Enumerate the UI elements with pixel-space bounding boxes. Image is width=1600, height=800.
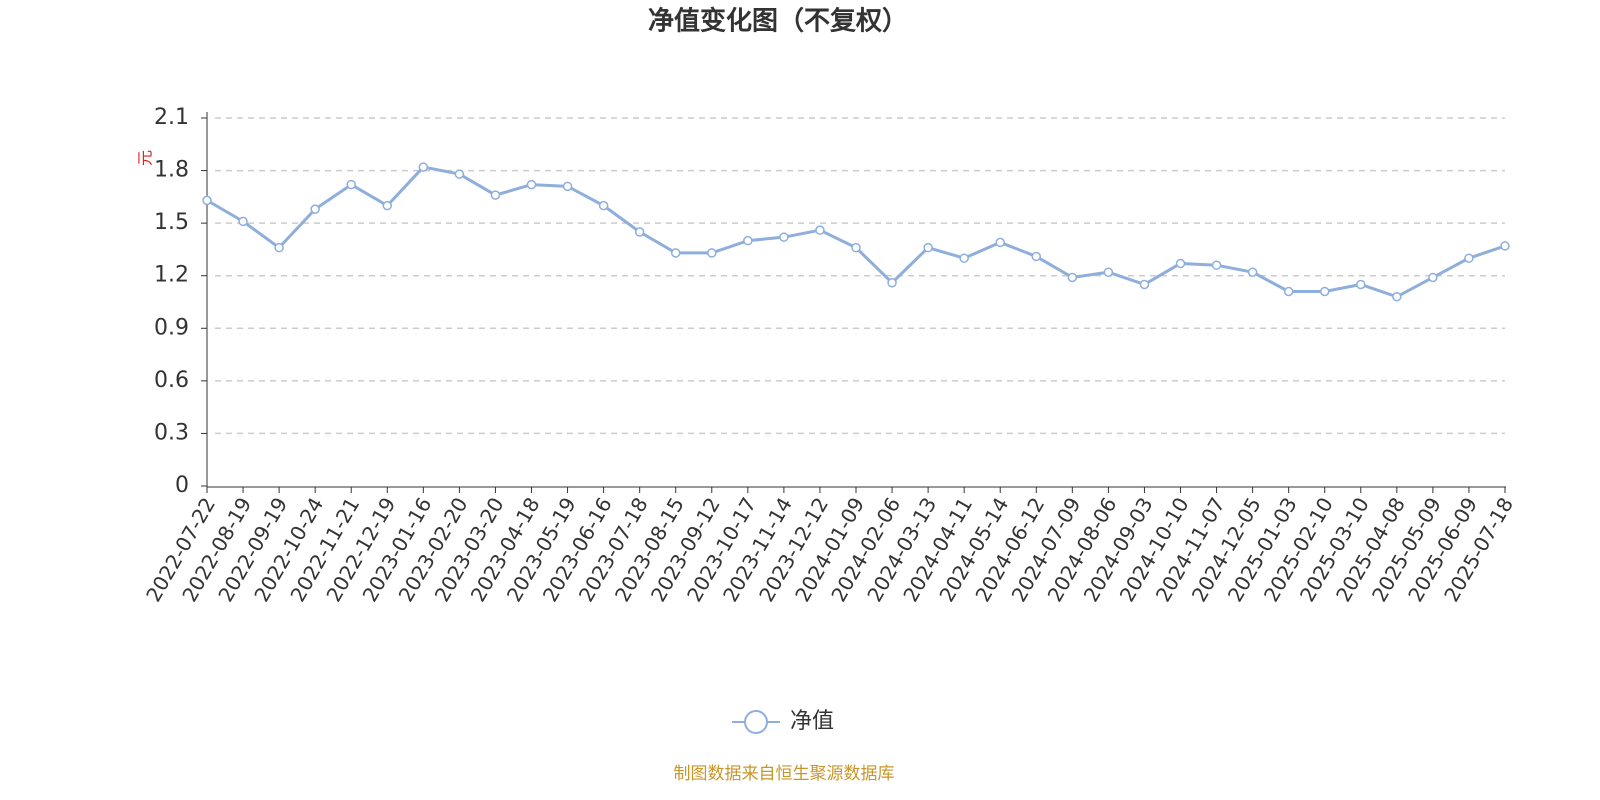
chart-title: 净值变化图（不复权） [648,6,908,37]
point [274,242,284,253]
point [202,195,212,206]
point [1103,267,1114,277]
point [743,235,753,246]
point [815,225,825,235]
point [851,242,861,253]
y-tick-label: 1.2 [154,263,189,288]
point [418,162,429,172]
y-axis-label: 元 [136,150,155,166]
point [1356,279,1366,290]
point [1067,272,1078,283]
point [1139,279,1150,290]
y-tick-label: 1.5 [154,210,189,235]
point [995,237,1005,248]
point [670,248,681,258]
y-tick-label: 0.3 [154,420,189,445]
point [346,179,356,190]
point [923,242,933,253]
point [382,200,393,211]
point [598,200,609,211]
point [1500,241,1510,251]
y-tick-label: 0 [175,473,189,498]
point [526,179,537,190]
y-tick-label: 2.1 [154,105,189,130]
point [887,277,897,288]
point [1211,260,1222,270]
point [707,248,717,258]
legend-marker [744,710,768,734]
y-tick-label: 0.9 [154,315,189,340]
point [959,253,969,263]
point [238,216,248,227]
point [1175,258,1186,269]
y-tick-label: 1.8 [154,158,189,183]
point [779,232,789,242]
point [1031,251,1042,262]
point [562,181,573,192]
line [206,165,1506,299]
point [1464,253,1474,263]
source-note: 制图数据来自恒生聚源数据库 [674,764,895,784]
point [1392,291,1402,302]
point [1247,267,1258,277]
point [490,190,501,200]
y-tick-label: 0.6 [154,368,189,393]
point [634,227,645,237]
point [1319,286,1330,297]
point [310,204,320,214]
point [1283,286,1294,297]
legend-label: 净值 [790,709,834,734]
point [454,169,465,179]
point [1428,272,1438,283]
